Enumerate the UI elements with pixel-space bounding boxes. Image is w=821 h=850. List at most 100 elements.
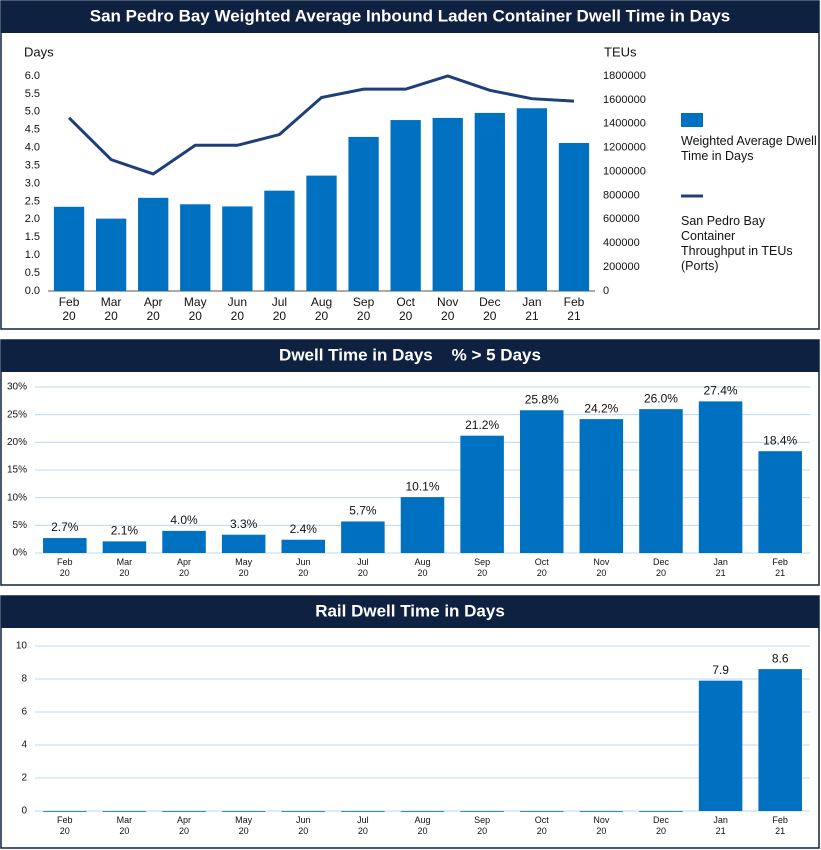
bar [460, 811, 504, 812]
y-tick-label: 0 [21, 806, 27, 817]
y-tick-label: 10 [16, 641, 28, 652]
y-tick-label: 30% [7, 382, 27, 393]
x-tick-label: Mar 20 [117, 557, 133, 578]
bar [162, 530, 206, 553]
bar [400, 497, 445, 553]
line-series [67, 74, 575, 176]
y-tick-label: 1.0 [25, 249, 40, 261]
y-tick-label: 8 [21, 674, 27, 685]
bar [698, 680, 743, 811]
x-tick-label: Apr 20 [177, 557, 191, 578]
data-label: 27.4% [704, 384, 738, 398]
bar [639, 409, 683, 553]
x-tick-label: Nov 20 [593, 557, 610, 578]
bar [579, 811, 624, 812]
x-tick-label: Oct 20 [535, 557, 550, 578]
bar [348, 136, 379, 291]
x-tick-label: Jun 20 [296, 557, 311, 578]
x-tick-label: Nov 20 [593, 815, 610, 836]
y-tick-label: 5.0 [25, 106, 40, 118]
y-tick-label: 1800000 [603, 70, 646, 82]
bar [758, 451, 802, 553]
bar [222, 206, 253, 291]
x-tick-label: Feb 20 [57, 815, 73, 836]
chart-title: San Pedro Bay Weighted Average Inbound L… [90, 6, 730, 25]
x-tick-label: May 20 [235, 557, 253, 578]
x-tick-label: Feb 20 [57, 557, 73, 578]
x-tick-label: Oct 20 [535, 815, 550, 836]
y-tick-label: 15% [7, 465, 27, 476]
x-tick-label: Jan 21 [713, 815, 728, 836]
x-tick-label: Jul 20 [357, 815, 369, 836]
bar [180, 204, 211, 291]
y-tick-label: 1000000 [603, 165, 646, 177]
data-label: 3.3% [230, 517, 258, 531]
y-tick-label: 6 [21, 707, 27, 718]
x-tick-label: Feb 21 [772, 815, 788, 836]
y-tick-label: 0 [603, 285, 609, 297]
bar [102, 811, 147, 812]
chart-title: Rail Dwell Time in Days [315, 601, 505, 620]
x-tick-label: Feb 21 [772, 557, 788, 578]
y2-axis-title: TEUs [604, 44, 637, 59]
y-tick-label: 20% [7, 437, 27, 448]
bar [43, 538, 87, 553]
bar [341, 811, 385, 812]
chart-title: Dwell Time in Days % > 5 Days [279, 345, 541, 364]
x-tick-label: Sep 20 [353, 295, 375, 323]
y-tick-label: 1600000 [603, 94, 646, 106]
y-tick-label: 5% [13, 520, 28, 531]
y-tick-label: 5.5 [25, 88, 40, 100]
y-axis-title: Days [24, 44, 54, 59]
y-tick-label: 400000 [603, 237, 640, 249]
bar [558, 143, 590, 291]
x-tick-label: Jul 20 [357, 557, 369, 578]
bar [432, 117, 463, 291]
legend-label: Weighted Average Dwell Time in Days [681, 134, 817, 163]
x-tick-label: Feb 20 [59, 295, 80, 323]
bar [162, 811, 206, 812]
bar [102, 541, 147, 553]
y-tick-label: 200000 [603, 261, 640, 273]
bar [221, 811, 266, 812]
y-tick-label: 10% [7, 492, 27, 503]
bar [516, 108, 548, 291]
bar [579, 419, 624, 553]
y-tick-label: 2.0 [25, 213, 40, 225]
bar [400, 811, 445, 812]
x-tick-label: Dec 20 [479, 295, 500, 323]
bar [460, 435, 504, 553]
bar [698, 401, 743, 553]
panel [0, 595, 820, 849]
x-tick-label: Aug 20 [414, 557, 430, 578]
y-tick-label: 3.0 [25, 177, 40, 189]
bar [519, 410, 564, 553]
x-tick-label: Aug 20 [311, 295, 332, 323]
panel-header [1, 596, 819, 628]
x-tick-label: Jan 21 [522, 295, 541, 323]
y-tick-label: 4.0 [25, 142, 40, 154]
bar [758, 669, 802, 811]
y-tick-label: 4 [21, 740, 27, 751]
data-label: 2.7% [51, 520, 79, 534]
data-label: 25.8% [525, 392, 559, 406]
legend-swatch [681, 113, 703, 127]
y-tick-label: 1.5 [25, 231, 40, 243]
y-tick-label: 1200000 [603, 142, 646, 154]
x-tick-label: Jun 20 [296, 815, 311, 836]
data-label: 8.6 [772, 651, 789, 665]
x-tick-label: Jul 20 [272, 295, 287, 323]
data-label: 2.1% [111, 524, 139, 538]
panel-header [1, 340, 819, 372]
data-label: 5.7% [349, 504, 377, 518]
x-tick-label: Feb 21 [564, 295, 585, 323]
data-label: 2.4% [290, 522, 318, 536]
bar [43, 811, 87, 812]
bar [264, 190, 295, 291]
data-label: 26.0% [644, 391, 678, 405]
x-tick-label: Sep 20 [474, 557, 490, 578]
x-tick-label: Mar 20 [117, 815, 133, 836]
x-tick-label: May 20 [235, 815, 253, 836]
